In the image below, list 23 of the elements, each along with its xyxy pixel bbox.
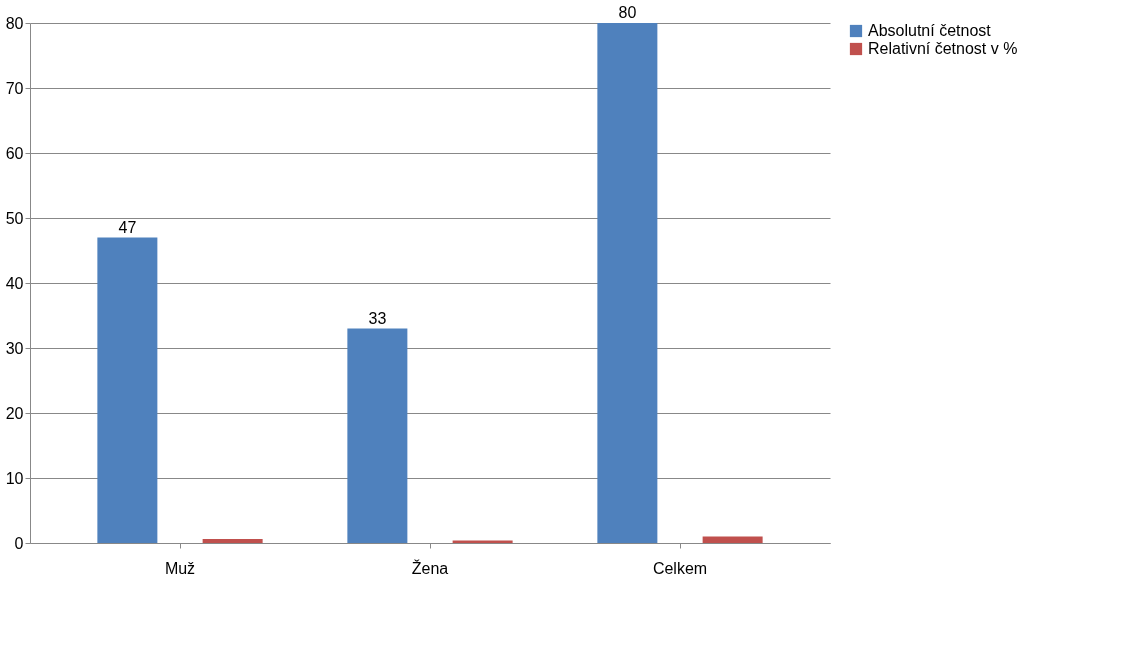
data-label: 33 (368, 309, 387, 327)
bar (597, 23, 658, 543)
legend-label: Relativní četnost v % (868, 40, 1018, 57)
bar (202, 539, 263, 543)
data-label: 80 (618, 4, 637, 21)
y-tick-label: 20 (5, 404, 24, 422)
y-tick-label: 80 (5, 14, 24, 32)
x-tick-label: Žena (411, 558, 449, 577)
x-tick-label: Celkem (652, 559, 708, 577)
y-tick-label: 30 (5, 339, 24, 357)
y-tick-label: 60 (5, 144, 24, 162)
bar (452, 540, 513, 543)
y-tick-label: 70 (5, 79, 24, 97)
x-tick-label: Muž (164, 559, 196, 577)
y-tick-label: 40 (5, 274, 24, 292)
y-tick-label: 50 (5, 209, 24, 227)
y-tick-label: 0 (14, 534, 24, 552)
y-tick-label: 10 (5, 469, 24, 487)
bar (347, 328, 408, 543)
legend-label: Absolutní četnost (868, 22, 992, 39)
data-label: 47 (118, 218, 137, 236)
bar (97, 237, 158, 543)
bar (702, 536, 763, 543)
